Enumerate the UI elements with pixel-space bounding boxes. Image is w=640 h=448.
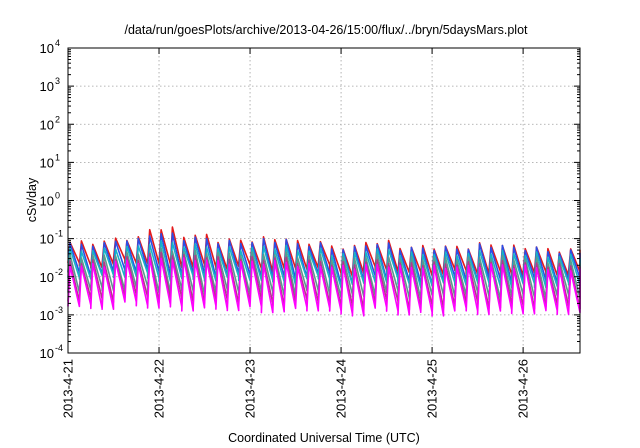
x-tick-label: 2013-4-25 [425, 359, 440, 418]
y-tick-base: 10 [40, 346, 54, 361]
y-tick-label: 10 -1 [40, 229, 63, 247]
y-tick-base: 10 [40, 79, 54, 94]
y-tick-label: 10 1 [40, 152, 60, 170]
y-tick-label: 10 0 [40, 191, 60, 209]
series-layer [67, 226, 581, 317]
y-tick-label: 10 3 [40, 76, 60, 94]
y-tick-base: 10 [40, 232, 54, 247]
x-tick-label: 2013-4-24 [334, 359, 349, 418]
y-tick-exponent: 4 [55, 38, 60, 48]
x-tick-label: 2013-4-26 [516, 359, 531, 418]
y-tick-base: 10 [40, 155, 54, 170]
ticks [67, 47, 580, 354]
y-tick-base: 10 [40, 270, 54, 285]
series-line [67, 256, 581, 317]
y-tick-base: 10 [40, 194, 54, 209]
x-tick-label: 2013-4-23 [243, 359, 258, 418]
y-tick-base: 10 [40, 117, 54, 132]
y-tick-exponent: -2 [55, 267, 63, 277]
y-tick-label: 10 2 [40, 114, 60, 132]
y-tick-label: 10 -3 [40, 305, 63, 323]
y-tick-label: 10 -4 [40, 343, 63, 361]
x-tick-labels: 2013-4-21 2013-4-22 2013-4-23 2013-4-24 2013… [61, 359, 531, 418]
x-tick-label: 2013-4-22 [152, 359, 167, 418]
y-tick-exponent: -3 [55, 305, 63, 315]
y-tick-base: 10 [40, 41, 54, 56]
y-tick-base: 10 [40, 308, 54, 323]
y-axis-label: cSv/day [25, 177, 39, 222]
y-tick-label: 10 -2 [40, 267, 63, 285]
y-tick-exponent: 1 [55, 152, 60, 162]
y-tick-exponent: 3 [55, 76, 60, 86]
grid [68, 48, 580, 353]
x-axis-label: Coordinated Universal Time (UTC) [228, 431, 420, 445]
x-tick-label: 2013-4-21 [61, 359, 76, 418]
y-tick-exponent: -4 [55, 343, 63, 353]
y-tick-exponent: -1 [55, 229, 63, 239]
y-tick-exponent: 0 [55, 191, 60, 201]
chart-title: /data/run/goesPlots/archive/2013-04-26/1… [124, 23, 528, 37]
y-tick-label: 10 4 [40, 38, 60, 56]
y-tick-exponent: 2 [55, 114, 60, 124]
